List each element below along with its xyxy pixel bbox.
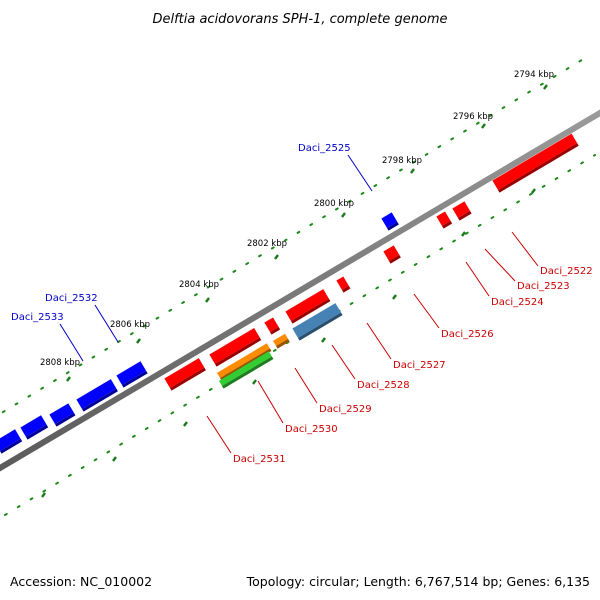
gene-block[interactable] bbox=[216, 343, 272, 381]
gene-label[interactable]: Daci_2533 bbox=[11, 312, 64, 323]
gene-block[interactable] bbox=[272, 333, 290, 349]
leader-line bbox=[347, 154, 373, 192]
gene-label[interactable]: Daci_2527 bbox=[393, 360, 446, 371]
gene-block[interactable] bbox=[209, 328, 262, 367]
leader-line bbox=[413, 293, 440, 329]
kbp-labels: 2794 kbp 2796 kbp 2798 kbp 2800 kbp 2802 kbp… bbox=[40, 70, 554, 368]
kbp-label: 2808 kbp bbox=[40, 358, 80, 368]
gene-block[interactable] bbox=[218, 351, 274, 389]
leader-line bbox=[484, 248, 516, 282]
genome-summary-text: Topology: circular; Length: 6,767,514 bp… bbox=[246, 574, 590, 589]
gene-block[interactable] bbox=[20, 415, 49, 440]
gene-block[interactable] bbox=[383, 245, 401, 264]
gene-leader-lines bbox=[59, 154, 539, 454]
leader-line bbox=[511, 231, 539, 267]
kbp-label: 2796 kbp bbox=[453, 112, 493, 122]
gene-label[interactable]: Daci_2530 bbox=[285, 424, 338, 435]
kbp-label: 2794 kbp bbox=[514, 70, 554, 80]
gene-label[interactable]: Daci_2531 bbox=[233, 454, 286, 465]
gene-label[interactable]: Daci_2528 bbox=[357, 380, 410, 391]
gene-block[interactable] bbox=[49, 403, 76, 427]
outer-major-ticks bbox=[66, 84, 548, 382]
outer-dotted-ruler bbox=[0, 54, 591, 416]
leader-line bbox=[59, 323, 84, 362]
gene-label[interactable]: Daci_2525 bbox=[298, 143, 351, 154]
gene-block[interactable] bbox=[116, 361, 148, 388]
gene-labels: Daci_2522 Daci_2523 Daci_2524 Daci_2525 Daci… bbox=[11, 143, 593, 465]
gene-label[interactable]: Daci_2524 bbox=[491, 297, 544, 308]
kbp-label: 2800 kbp bbox=[314, 199, 354, 209]
gene-block[interactable] bbox=[452, 201, 472, 221]
gene-block[interactable] bbox=[76, 379, 118, 412]
kbp-label: 2806 kbp bbox=[110, 320, 150, 330]
leader-line bbox=[465, 261, 490, 297]
gene-block[interactable] bbox=[285, 289, 331, 324]
gene-block[interactable] bbox=[164, 358, 206, 391]
gene-label[interactable]: Daci_2526 bbox=[441, 329, 494, 340]
gene-block[interactable] bbox=[264, 317, 281, 335]
leader-line bbox=[257, 380, 284, 424]
kbp-label: 2802 kbp bbox=[247, 239, 287, 249]
gene-label[interactable]: Daci_2532 bbox=[45, 293, 98, 304]
gene-block[interactable] bbox=[381, 212, 399, 231]
gene-label[interactable]: Daci_2522 bbox=[540, 266, 593, 277]
gene-block[interactable] bbox=[292, 303, 343, 341]
gene-block[interactable] bbox=[336, 276, 351, 293]
leader-line bbox=[206, 415, 232, 454]
leader-line bbox=[94, 304, 119, 343]
gene-label[interactable]: Daci_2529 bbox=[319, 404, 372, 415]
gene-block[interactable] bbox=[436, 211, 453, 229]
map-title: Delftia acidovorans SPH-1, complete geno… bbox=[152, 12, 447, 27]
genome-backbone bbox=[0, 109, 600, 472]
inner-major-ticks bbox=[41, 188, 536, 498]
leader-line bbox=[331, 344, 356, 380]
gene-blocks bbox=[0, 133, 579, 454]
gene-block[interactable] bbox=[492, 133, 579, 193]
gene-label[interactable]: Daci_2523 bbox=[517, 281, 570, 292]
gene-block[interactable] bbox=[0, 429, 23, 454]
kbp-label: 2804 kbp bbox=[179, 280, 219, 290]
leader-line bbox=[366, 322, 392, 360]
leader-line bbox=[294, 367, 318, 404]
accession-text: Accession: NC_010002 bbox=[10, 574, 152, 589]
kbp-label: 2798 kbp bbox=[382, 156, 422, 166]
